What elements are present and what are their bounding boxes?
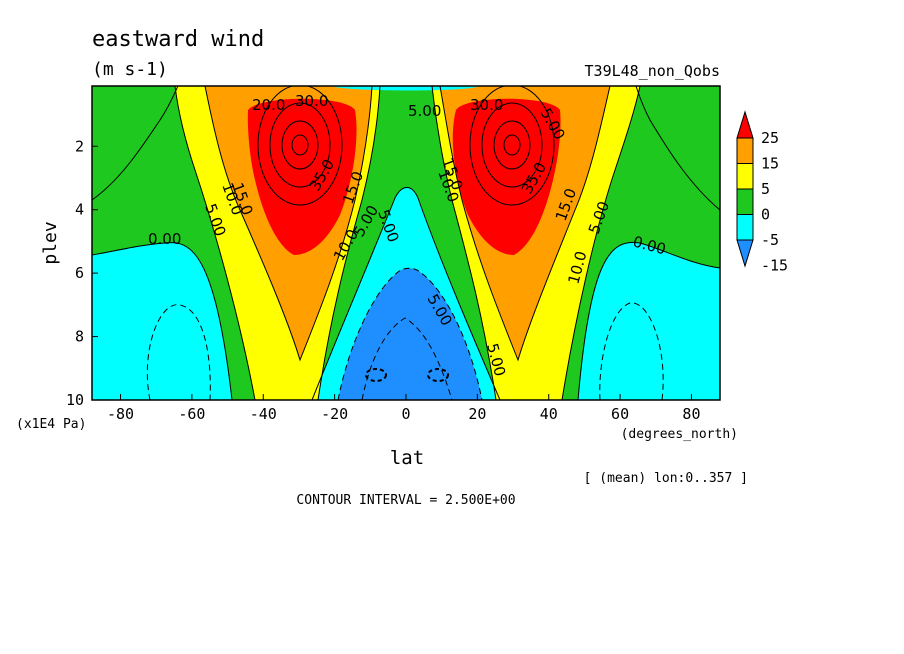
contour-label: 20.0 (252, 96, 285, 114)
contour-ring-south-2 (269, 102, 331, 188)
footer-note: [ (mean) lon:0..357 ] (584, 471, 748, 486)
colorbar-extend-top (736, 110, 754, 139)
colorbar-tick-label: 25 (761, 129, 779, 147)
colorbar-tick-label: 15 (761, 155, 779, 173)
contour-label: 0.00 (148, 230, 181, 248)
x-axis: -80 -60 -40 -20 0 20 40 60 80 (107, 394, 700, 423)
contour-label: 5.00 (408, 102, 441, 120)
x-tick-label: 40 (540, 405, 558, 423)
dashed-contour-south-side (146, 304, 211, 400)
colorbar-extend-bottom (736, 239, 754, 268)
colorbar-segment (736, 163, 754, 190)
contour-lines (92, 86, 720, 400)
colorbar-tick-label: 0 (761, 206, 770, 224)
contour-5-north (561, 86, 641, 400)
colorbar-tick-label: 5 (761, 180, 770, 198)
dashed-contour-north-side (599, 302, 664, 400)
y-axis-unit: (x1E4 Pa) (16, 417, 86, 432)
colorbar-tick-label: -15 (761, 257, 788, 275)
easterly-region-south (92, 242, 232, 400)
y-tick-label: 6 (75, 264, 84, 282)
thin-contour-north-outer (635, 86, 720, 211)
contour-ring-north-3 (493, 120, 531, 170)
zero-contour-equator (311, 187, 501, 400)
x-axis-unit: (degrees_north) (621, 427, 738, 442)
colorbar-segment (736, 137, 754, 164)
y-tick-label: 2 (75, 137, 84, 155)
contour-5-south (174, 86, 256, 400)
contour-ring-south-4 (291, 134, 309, 156)
x-tick-label: -60 (178, 405, 205, 423)
dashed-min-south (365, 368, 387, 382)
contour-ring-south-1 (257, 86, 343, 206)
contour-5-inner-south (317, 86, 381, 400)
colorbar-tick-label: -5 (761, 231, 779, 249)
run-label: T39L48_non_Qobs (585, 62, 720, 80)
thin-contour-south-outer (92, 86, 179, 201)
dashed-min-north (427, 368, 449, 382)
colorbar-segment (736, 214, 754, 241)
contour-interval-note: CONTOUR INTERVAL = 2.500E+00 (296, 493, 515, 508)
contour-ring-south-3 (281, 120, 319, 170)
x-tick-label: -80 (107, 405, 134, 423)
contour-5-inner-north (431, 86, 497, 400)
y-axis: 2 4 6 8 10 (66, 137, 98, 409)
contour-label: 30.0 (470, 96, 503, 114)
x-tick-label: -20 (321, 405, 348, 423)
zero-contour-north (577, 241, 720, 400)
contour-15-north (439, 86, 611, 362)
easterly-region-north (578, 242, 720, 400)
x-axis-label: lat (390, 447, 424, 469)
contour-ring-north-1 (469, 86, 555, 206)
y-tick-label: 10 (66, 391, 84, 409)
dashed-contour-equator-1 (337, 267, 483, 400)
contour-ring-north-2 (481, 102, 543, 188)
colorbar: 25 15 5 0 -5 -15 (736, 110, 788, 275)
y-tick-label: 4 (75, 201, 84, 219)
x-tick-label: 80 (682, 405, 700, 423)
dashed-contour-equator-2 (361, 317, 453, 400)
contour-ring-north-4 (503, 134, 521, 156)
contour-15-south (204, 86, 373, 362)
upper-band (330, 86, 480, 91)
x-tick-label: 0 (401, 405, 410, 423)
strong-easterly-equator (338, 268, 482, 400)
zero-contour-south (92, 242, 233, 400)
jet-core-north (452, 98, 561, 255)
x-tick-label: 20 (468, 405, 486, 423)
x-tick-label: 60 (611, 405, 629, 423)
x-tick-label: -40 (250, 405, 277, 423)
chart-title: eastward wind (92, 27, 264, 52)
chart-units: (m s-1) (92, 59, 168, 80)
contour-label: 30.0 (295, 92, 328, 110)
y-axis-label: plev (40, 221, 61, 264)
y-tick-label: 8 (75, 328, 84, 346)
colorbar-segment (736, 188, 754, 215)
